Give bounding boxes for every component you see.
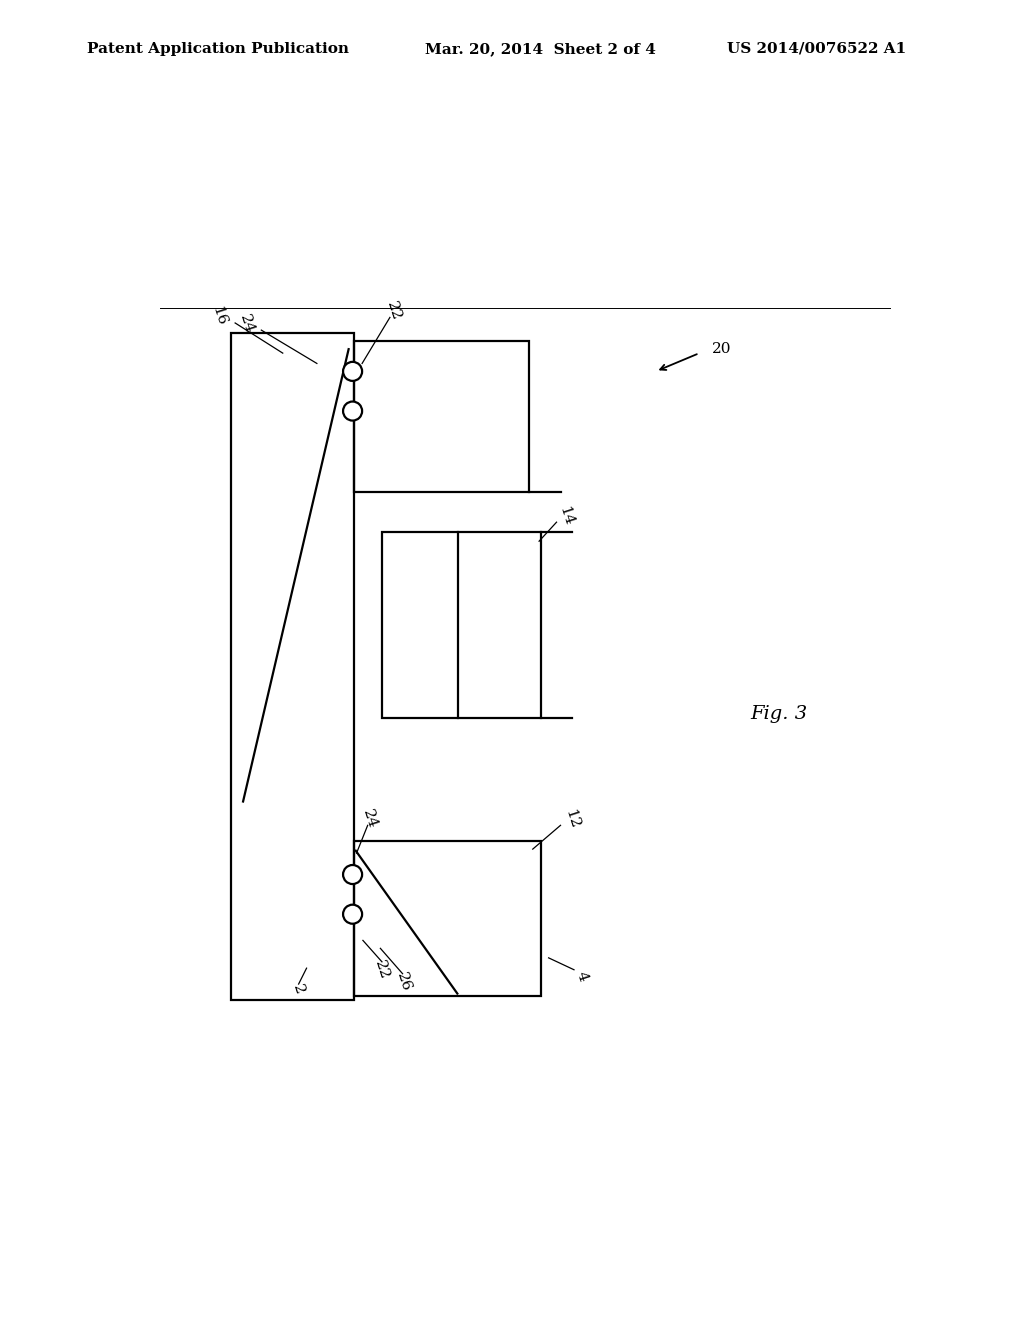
Text: US 2014/0076522 A1: US 2014/0076522 A1 <box>727 42 906 55</box>
Text: 20: 20 <box>712 342 731 356</box>
Text: Patent Application Publication: Patent Application Publication <box>87 42 349 55</box>
Bar <box>231 333 354 1001</box>
Text: 24: 24 <box>360 808 380 830</box>
Text: 22: 22 <box>373 958 391 981</box>
Text: Fig. 3: Fig. 3 <box>751 705 807 723</box>
Text: 12: 12 <box>563 808 582 830</box>
Text: Mar. 20, 2014  Sheet 2 of 4: Mar. 20, 2014 Sheet 2 of 4 <box>425 42 655 55</box>
Text: 14: 14 <box>556 504 575 527</box>
Circle shape <box>343 865 362 884</box>
Text: 26: 26 <box>394 970 414 993</box>
Circle shape <box>343 904 362 924</box>
Bar <box>354 342 528 492</box>
Text: 24: 24 <box>238 313 257 335</box>
Circle shape <box>343 362 362 381</box>
Text: 2: 2 <box>291 983 307 997</box>
Circle shape <box>343 401 362 421</box>
Bar <box>382 532 541 718</box>
Text: 4: 4 <box>573 969 590 983</box>
Text: 16: 16 <box>210 305 229 327</box>
Text: 22: 22 <box>384 300 403 322</box>
Bar <box>354 841 541 997</box>
